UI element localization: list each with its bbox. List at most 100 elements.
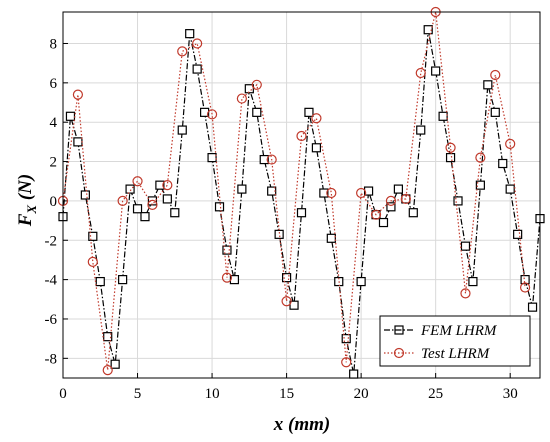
data-point xyxy=(266,154,277,165)
data-point xyxy=(162,194,172,204)
data-point xyxy=(147,199,158,210)
data-point xyxy=(229,275,240,285)
data-point xyxy=(490,69,501,81)
data-point xyxy=(378,217,389,228)
y-tick-label: -4 xyxy=(45,273,58,289)
series-test-lhrm xyxy=(57,6,531,376)
data-point xyxy=(341,357,352,368)
data-point xyxy=(415,67,426,79)
data-point xyxy=(408,208,418,218)
data-point xyxy=(125,184,135,194)
data-point xyxy=(132,204,143,214)
data-point xyxy=(87,256,98,268)
data-point xyxy=(155,180,165,190)
data-point xyxy=(393,184,403,194)
data-point xyxy=(103,332,113,342)
data-point xyxy=(281,273,292,283)
data-point xyxy=(207,153,217,163)
y-axis-label-unit: (N) xyxy=(15,174,36,205)
data-point xyxy=(214,202,225,212)
data-point xyxy=(386,202,396,212)
data-point xyxy=(520,275,530,285)
data-point xyxy=(251,79,262,90)
data-point xyxy=(431,66,441,76)
data-point xyxy=(423,25,433,35)
data-point xyxy=(349,369,359,379)
y-tick-label: -6 xyxy=(45,312,58,328)
y-tick-label: 6 xyxy=(50,76,58,92)
data-point xyxy=(162,180,173,191)
data-point xyxy=(259,154,269,165)
data-point xyxy=(236,93,247,104)
y-tick-label: 4 xyxy=(50,115,58,131)
data-point xyxy=(110,359,120,369)
x-tick-label: 15 xyxy=(279,386,294,402)
y-axis-label-main: F xyxy=(15,213,36,227)
data-point xyxy=(267,186,277,196)
data-point xyxy=(206,109,218,120)
x-tick-label: 25 xyxy=(428,386,443,402)
data-point xyxy=(177,46,188,57)
data-point xyxy=(385,195,397,207)
data-point xyxy=(513,229,523,239)
data-point xyxy=(483,80,493,90)
series-line xyxy=(62,11,526,371)
tick-labels: 0 5 10 15 20 25 30 -8 -6 -4 -2 0 2 4 6 8 xyxy=(45,36,518,402)
legend-box xyxy=(379,315,531,367)
x-tick-label: 30 xyxy=(503,386,518,402)
y-tick-label: 8 xyxy=(50,36,58,52)
data-point xyxy=(438,111,448,121)
data-point xyxy=(326,187,337,199)
data-point xyxy=(445,142,456,153)
data-point xyxy=(490,107,500,117)
x-axis-label: x (mm) xyxy=(273,414,330,435)
data-point xyxy=(296,208,307,218)
data-point xyxy=(326,233,336,243)
y-tick-label: -8 xyxy=(45,351,58,367)
y-axis-label: FX (N) xyxy=(15,174,39,228)
data-point xyxy=(102,365,113,376)
data-point xyxy=(319,188,329,198)
legend: FEM LHRM Test LHRM xyxy=(379,315,531,367)
data-point xyxy=(281,296,292,307)
legend-label-test: Test LHRM xyxy=(421,346,491,362)
data-point xyxy=(445,153,456,163)
data-point xyxy=(170,208,180,218)
data-point xyxy=(237,184,247,194)
data-point xyxy=(185,29,195,39)
data-point xyxy=(65,111,76,121)
y-tick-label: 0 xyxy=(50,194,58,210)
data-point xyxy=(370,209,382,220)
data-point xyxy=(475,152,486,163)
data-point xyxy=(244,84,254,94)
x-tick-label: 5 xyxy=(134,386,142,402)
plot-frame xyxy=(62,11,541,379)
data-point xyxy=(475,180,485,190)
data-point xyxy=(363,186,374,196)
data-point xyxy=(95,276,105,287)
data-point xyxy=(222,245,232,255)
data-point xyxy=(118,275,128,285)
data-point xyxy=(200,107,210,117)
y-axis-label-sub: X xyxy=(24,205,39,215)
data-point xyxy=(498,158,508,169)
data-point xyxy=(400,193,411,205)
data-point xyxy=(132,176,143,187)
data-point xyxy=(221,272,233,283)
data-point xyxy=(341,334,351,344)
data-point xyxy=(356,187,367,199)
data-point xyxy=(73,137,83,147)
data-point xyxy=(88,231,98,241)
x-tick-label: 20 xyxy=(354,386,369,402)
data-point xyxy=(519,282,531,293)
data-point xyxy=(289,300,299,310)
data-point xyxy=(177,125,187,135)
legend-label-fem: FEM LHRM xyxy=(420,323,498,339)
data-point xyxy=(453,196,463,206)
data-point xyxy=(140,212,150,222)
legend-marker-fem xyxy=(394,325,404,335)
data-point xyxy=(80,190,90,200)
legend-marker-test xyxy=(393,347,405,359)
data-point xyxy=(416,125,426,135)
